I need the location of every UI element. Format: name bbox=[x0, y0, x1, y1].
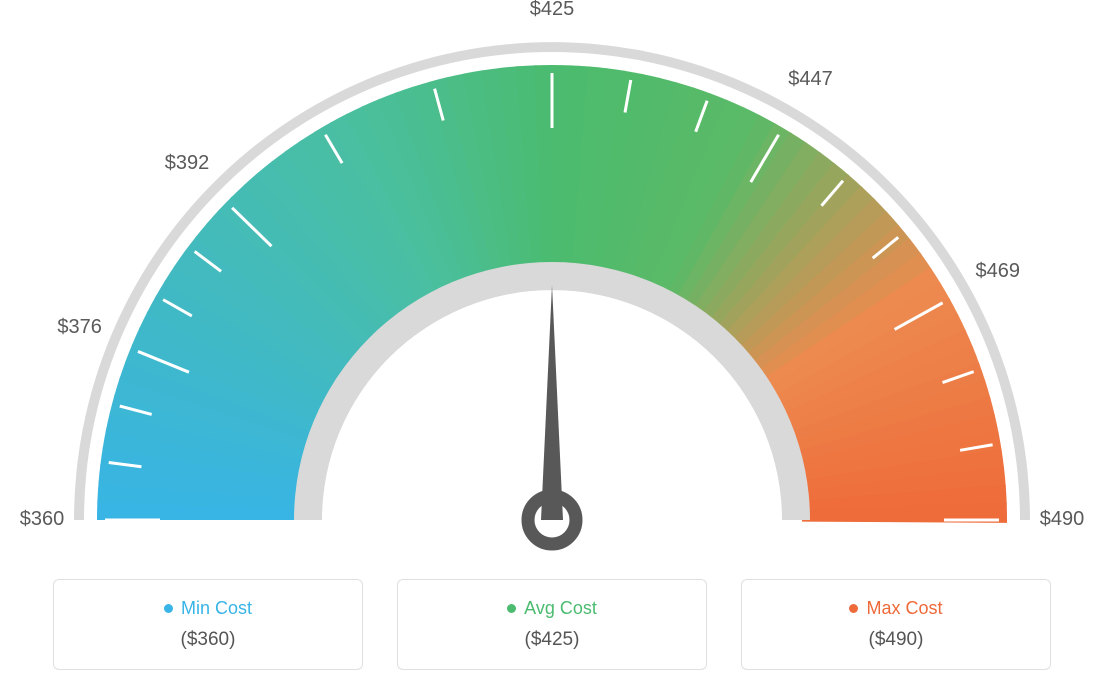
gauge-tick-label: $490 bbox=[1032, 508, 1092, 531]
gauge-needle bbox=[541, 285, 563, 520]
gauge-tick-label: $425 bbox=[522, 0, 582, 21]
gauge-tick-label: $392 bbox=[157, 152, 217, 175]
legend-row: Min Cost ($360) Avg Cost ($425) Max Cost ($49… bbox=[0, 579, 1104, 670]
gauge-tick-label: $447 bbox=[781, 68, 841, 91]
legend-value: ($490) bbox=[742, 629, 1050, 651]
legend-title: Avg Cost bbox=[507, 598, 597, 619]
gauge-tick-label: $360 bbox=[12, 508, 72, 531]
gauge-tick-label: $469 bbox=[968, 260, 1028, 283]
legend-card: Avg Cost ($425) bbox=[397, 579, 707, 670]
legend-value: ($425) bbox=[398, 629, 706, 651]
legend-label: Max Cost bbox=[866, 598, 942, 619]
legend-label: Min Cost bbox=[181, 598, 252, 619]
legend-title: Max Cost bbox=[849, 598, 942, 619]
legend-label: Avg Cost bbox=[524, 598, 597, 619]
gauge-tick-label: $376 bbox=[50, 316, 110, 339]
legend-title: Min Cost bbox=[164, 598, 252, 619]
gauge-container: $360 $376 $392 $425 $447 $469 $490 bbox=[0, 0, 1104, 560]
legend-dot-icon bbox=[507, 604, 516, 613]
legend-dot-icon bbox=[164, 604, 173, 613]
gauge-svg bbox=[0, 0, 1104, 560]
legend-value: ($360) bbox=[54, 629, 362, 651]
legend-dot-icon bbox=[849, 604, 858, 613]
legend-card: Min Cost ($360) bbox=[53, 579, 363, 670]
legend-card: Max Cost ($490) bbox=[741, 579, 1051, 670]
